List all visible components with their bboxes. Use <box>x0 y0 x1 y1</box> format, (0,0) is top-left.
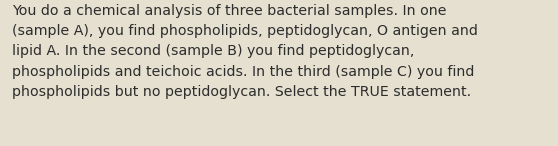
Text: You do a chemical analysis of three bacterial samples. In one
(sample A), you fi: You do a chemical analysis of three bact… <box>12 4 478 99</box>
